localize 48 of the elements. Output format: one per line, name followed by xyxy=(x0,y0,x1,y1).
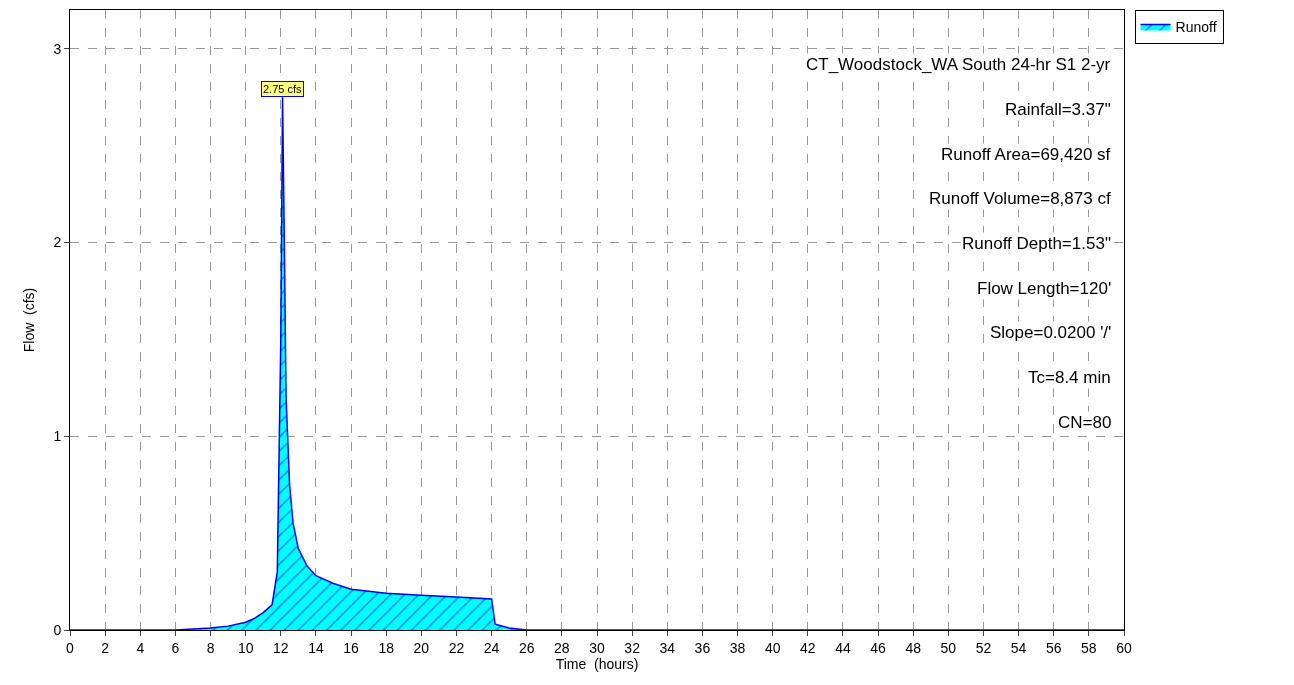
x-tick-label: 34 xyxy=(659,639,676,656)
y-tick-label: 0 xyxy=(53,621,62,638)
x-tick-label: 30 xyxy=(589,639,605,656)
x-tick-label: 18 xyxy=(378,639,395,656)
x-tick-label: 24 xyxy=(483,639,500,656)
x-tick-label: 6 xyxy=(171,639,180,656)
legend-label: Runoff xyxy=(1175,19,1217,36)
x-tick-label: 0 xyxy=(66,639,75,656)
y-tick-label: 3 xyxy=(53,40,62,57)
x-tick-label: 38 xyxy=(729,639,746,656)
annotation: CT_Woodstock_WA South 24-hr S1 2-yr xyxy=(806,55,1111,74)
x-tick-label: 12 xyxy=(273,639,289,656)
annotation: Runoff Volume=8,873 cf xyxy=(929,189,1111,208)
x-tick-label: 48 xyxy=(905,639,922,656)
y-axis-title: Flow (cfs) xyxy=(21,287,37,353)
x-tick-label: 60 xyxy=(1116,639,1132,656)
annotation: Flow Length=120' xyxy=(977,279,1112,298)
x-tick-label: 2 xyxy=(101,639,110,656)
x-tick-label: 52 xyxy=(975,639,992,656)
x-tick-label: 36 xyxy=(694,639,711,656)
x-tick-label: 28 xyxy=(554,639,570,656)
x-tick-label: 44 xyxy=(835,639,851,656)
y-tick-label: 2 xyxy=(53,234,62,251)
x-tick-label: 54 xyxy=(1010,639,1027,656)
annotation: Tc=8.4 min xyxy=(1028,368,1111,387)
annotation: Runoff Depth=1.53" xyxy=(962,234,1111,253)
x-tick-label: 14 xyxy=(308,639,324,656)
x-tick-label: 22 xyxy=(448,639,465,656)
x-axis-title: Time (hours) xyxy=(555,655,639,672)
x-tick-label: 46 xyxy=(870,639,887,656)
annotation: 2.75 cfs xyxy=(263,83,303,95)
x-tick-label: 32 xyxy=(624,639,641,656)
x-tick-label: 8 xyxy=(206,639,215,656)
x-tick-label: 10 xyxy=(237,639,254,656)
x-tick-label: 26 xyxy=(518,639,535,656)
x-tick-label: 40 xyxy=(764,639,781,656)
annotation: CN=80 xyxy=(1058,413,1112,432)
x-tick-label: 16 xyxy=(343,639,360,656)
annotation: Rainfall=3.37" xyxy=(1005,100,1111,119)
annotation: Runoff Area=69,420 sf xyxy=(941,145,1111,164)
x-tick-label: 4 xyxy=(136,639,145,656)
x-tick-label: 50 xyxy=(940,639,957,656)
x-tick-label: 42 xyxy=(800,639,816,656)
x-tick-label: 56 xyxy=(1045,639,1062,656)
x-tick-label: 20 xyxy=(413,639,430,656)
y-tick-label: 1 xyxy=(53,428,62,445)
annotation: Slope=0.0200 '/' xyxy=(990,323,1112,342)
x-tick-label: 58 xyxy=(1081,639,1097,656)
